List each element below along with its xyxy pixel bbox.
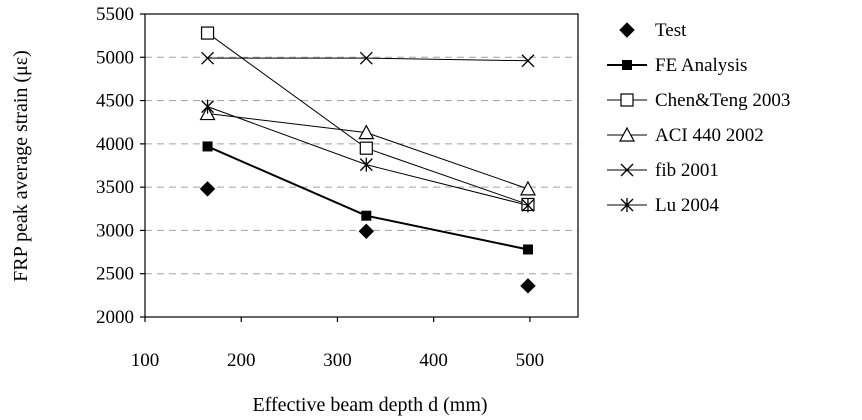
x-axis-title: Effective beam depth d (mm) (252, 394, 487, 416)
data-point (359, 157, 373, 172)
data-point (522, 244, 533, 255)
series-1 (202, 141, 533, 255)
plot-area (144, 13, 579, 318)
series-4 (201, 51, 535, 68)
data-point (201, 99, 215, 114)
data-point (359, 141, 373, 155)
data-point (201, 51, 215, 65)
data-point (359, 51, 373, 65)
series-5 (201, 99, 535, 213)
grid (145, 56, 578, 275)
x-tick-label: 100 (131, 350, 160, 371)
legend-entry: Test (619, 20, 687, 41)
data-point (520, 278, 536, 294)
legend-marker (622, 60, 632, 70)
data-point (202, 141, 213, 152)
legend-label: ACI 440 2002 (655, 125, 764, 146)
series-line (207, 106, 529, 206)
data-point (521, 198, 535, 213)
y-tick-label: 5500 (96, 4, 134, 25)
legend-marker (618, 126, 636, 142)
legend-label: fib 2001 (655, 160, 719, 181)
x-axis: 100 200 300 400 500 (131, 317, 544, 371)
y-tick-label: 3500 (96, 177, 134, 198)
y-tick-label: 2000 (96, 307, 134, 328)
y-axis-title: FRP peak average strain (με) (10, 50, 32, 282)
series-0 (199, 181, 536, 294)
legend: Test FE Analysis Chen&Teng 2003 ACI 440 200… (607, 20, 790, 216)
y-tick-label: 5000 (96, 47, 134, 68)
legend-entry: Lu 2004 (607, 195, 719, 216)
legend-marker (619, 22, 635, 38)
y-tick-label: 3000 (96, 220, 134, 241)
legend-label: Chen&Teng 2003 (655, 90, 790, 111)
legend-label: FE Analysis (655, 55, 747, 76)
legend-marker (620, 198, 634, 212)
x-tick-label: 400 (419, 350, 448, 371)
y-tick-label: 4500 (96, 91, 134, 112)
legend-label: Lu 2004 (655, 195, 719, 216)
legend-entry: FE Analysis (607, 55, 747, 76)
legend-label: Test (655, 20, 687, 41)
y-tick-label: 2500 (96, 264, 134, 285)
x-tick-label: 200 (227, 350, 256, 371)
x-tick-label: 500 (516, 350, 545, 371)
y-tick-label: 4000 (96, 134, 134, 155)
data-point (521, 54, 535, 68)
data-point (200, 26, 215, 40)
y-axis: 2000 2500 3000 3500 4000 4500 5000 5500 (96, 4, 145, 328)
series-3 (199, 105, 536, 196)
legend-entry: ACI 440 2002 (607, 125, 764, 146)
data-point (361, 210, 372, 221)
data-point (358, 223, 375, 240)
data-point (199, 181, 216, 197)
data-point (519, 180, 536, 196)
legend-entry: fib 2001 (607, 160, 719, 181)
legend-entry: Chen&Teng 2003 (607, 90, 790, 111)
x-tick-label: 300 (323, 350, 352, 371)
legend-marker (620, 163, 634, 177)
data-point (358, 124, 375, 140)
series-layer (199, 26, 536, 294)
legend-marker (620, 93, 634, 107)
